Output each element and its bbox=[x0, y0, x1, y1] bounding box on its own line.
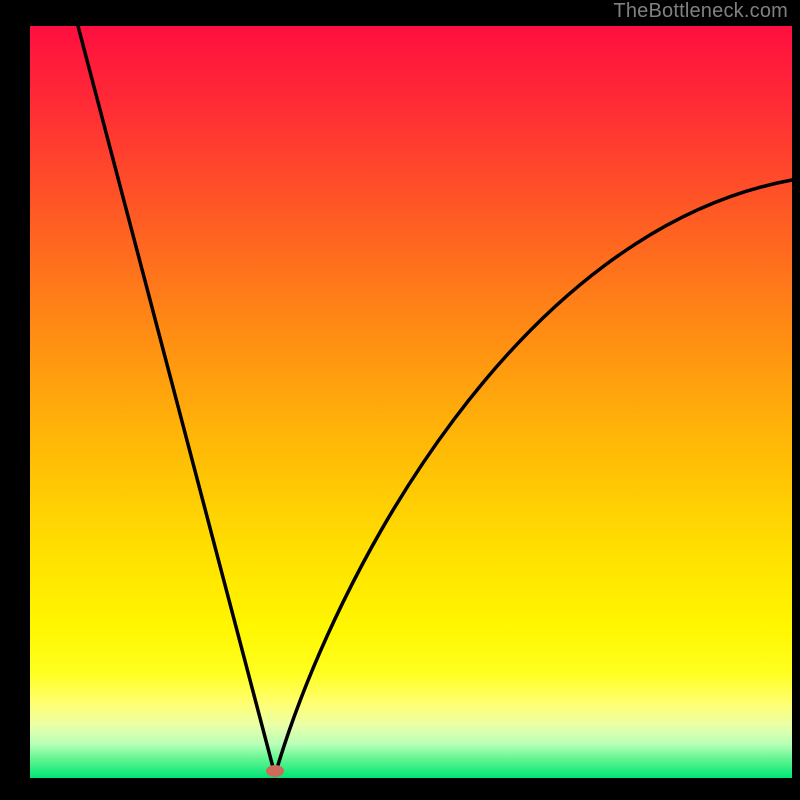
vertex-marker bbox=[266, 765, 284, 777]
chart-container: TheBottleneck.com bbox=[0, 0, 800, 800]
watermark-text: TheBottleneck.com bbox=[613, 0, 788, 23]
v-curve bbox=[78, 26, 792, 775]
curve-layer bbox=[0, 0, 800, 800]
